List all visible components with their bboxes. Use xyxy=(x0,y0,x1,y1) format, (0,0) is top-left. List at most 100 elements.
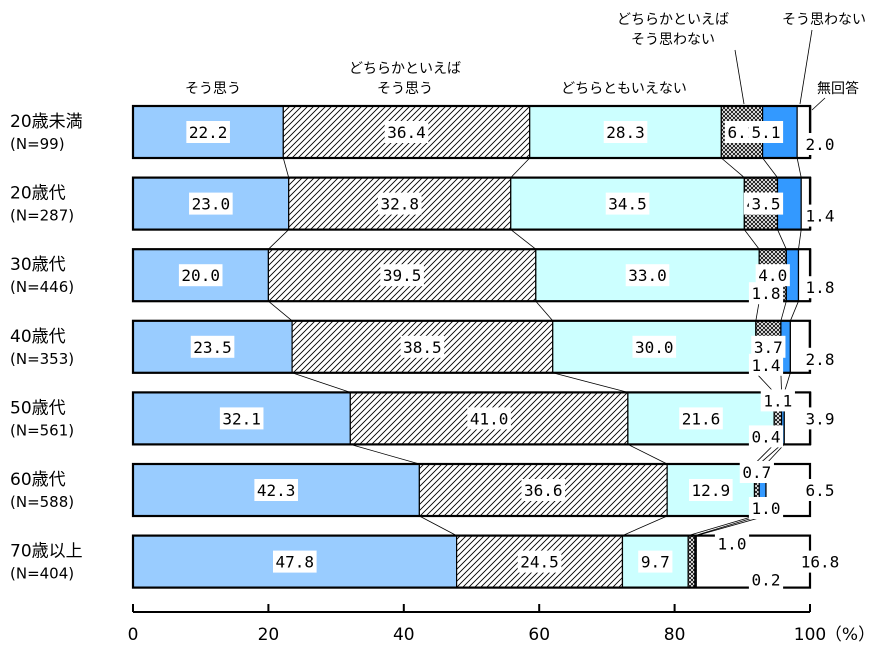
data-label-r3-s2: 30.0 xyxy=(635,338,674,357)
bar-outline-r1 xyxy=(131,176,812,231)
data-label-r2-s1: 39.5 xyxy=(383,266,422,285)
x-tick-label-5: 100 xyxy=(794,625,826,645)
data-label-bg-r6-s1 xyxy=(517,550,562,573)
data-label-r6-s5: 16.8 xyxy=(801,553,840,572)
connector-r4-b4 xyxy=(765,444,785,465)
data-label-r0-s0: 22.2 xyxy=(189,123,228,142)
data-label-r6-s1: 24.5 xyxy=(520,553,559,572)
connector-r0-b2 xyxy=(721,157,745,178)
legend-label-4-line0: そう思わない xyxy=(782,12,866,28)
data-label-r5-s4: 1.0 xyxy=(752,499,781,518)
data-label-r3-s4: 1.4 xyxy=(752,356,781,375)
data-label-bg-r6-s4 xyxy=(748,568,784,591)
bars-layer xyxy=(131,104,812,589)
data-label-r3-s0: 23.5 xyxy=(193,338,232,357)
data-label-bg-r5-s4 xyxy=(748,497,784,519)
data-label-r0-s5: 2.0 xyxy=(806,135,835,154)
data-label-r0-s1: 36.4 xyxy=(387,123,426,142)
x-tick-label-1: 20 xyxy=(258,625,280,645)
data-label-bg-r5-s3 xyxy=(739,461,774,483)
bar-outline-r0 xyxy=(131,104,812,160)
data-label-bg-r6-s2 xyxy=(638,550,673,573)
connector-r5-b2 xyxy=(688,515,755,536)
bar-outline-r2 xyxy=(131,248,812,303)
data-label-r4-s0: 32.1 xyxy=(222,409,261,428)
category-label-r3: 40歳代 xyxy=(10,327,66,347)
category-labels-layer: 20歳未満 (N=99) 20歳代 (N=287) 30歳代 (N=446) 40歳代 (N=… xyxy=(10,112,83,583)
data-label-bg-r0-s2 xyxy=(603,121,648,143)
legend-leader-s4 xyxy=(799,29,813,105)
data-label-r5-s2: 12.9 xyxy=(692,481,731,500)
connector-r0-b3 xyxy=(762,157,778,178)
data-label-r2-s5: 1.8 xyxy=(806,278,835,297)
data-label-bg-r3-s2 xyxy=(632,335,677,358)
data-label-r3-s1: 38.5 xyxy=(403,338,442,357)
connector-r2-b1 xyxy=(535,300,554,322)
data-label-bg-r3-s1 xyxy=(400,335,445,358)
data-label-bg-r3-s4 xyxy=(748,353,784,376)
category-count-r3: (N=353) xyxy=(10,350,74,368)
data-label-bg-r0-s4 xyxy=(748,121,784,143)
x-axis-unit: （%） xyxy=(825,625,875,645)
data-label-bg-r5-s2 xyxy=(689,479,733,501)
data-label-r5-s1: 36.6 xyxy=(524,481,563,500)
connector-r4-b0 xyxy=(350,444,420,465)
data-label-r2-s3: 4.0 xyxy=(758,266,787,285)
data-label-bg-r4-s0 xyxy=(219,407,264,430)
data-label-r6-s0: 47.8 xyxy=(276,553,315,572)
data-label-bg-r4-s2 xyxy=(679,407,723,430)
connector-r5-b4 xyxy=(696,515,767,536)
data-label-bg-r0-s1 xyxy=(384,121,429,143)
data-label-bg-r5-s1 xyxy=(521,479,566,501)
category-count-r2: (N=446) xyxy=(10,278,74,296)
data-label-bg-r2-s4 xyxy=(748,282,784,305)
legend-label-2-line0: どちらともいえない xyxy=(561,81,687,97)
data-label-r1-s4: 3.5 xyxy=(752,195,781,214)
connector-r2-b4 xyxy=(789,301,799,321)
category-label-r5: 60歳代 xyxy=(10,470,66,490)
connector-r1-b2 xyxy=(744,229,760,250)
data-label-r0-s2: 28.3 xyxy=(606,123,645,142)
connector-r3-b4 xyxy=(783,372,791,393)
connector-r1-b3 xyxy=(777,229,787,250)
data-label-bg-r1-s2 xyxy=(605,192,650,215)
data-label-r2-s2: 33.0 xyxy=(628,266,667,285)
data-label-r6-s2: 9.7 xyxy=(641,553,670,572)
connector-r3-b0 xyxy=(291,372,351,393)
category-count-r4: (N=561) xyxy=(10,421,74,439)
data-label-r4-s2: 21.6 xyxy=(682,409,721,428)
legend-leader-s3 xyxy=(734,49,745,105)
data-label-bg-r3-s0 xyxy=(190,335,235,358)
connector-r3-b2 xyxy=(755,372,775,393)
data-label-r1-s0: 23.0 xyxy=(192,195,231,214)
data-label-bg-r6-s0 xyxy=(273,550,317,573)
data-label-bg-r5-s0 xyxy=(254,479,298,501)
bar-outline-r3 xyxy=(131,319,812,374)
data-label-bg-r0-s5 xyxy=(802,133,838,155)
data-label-r4-s1: 41.0 xyxy=(470,409,509,428)
data-label-r4-s5: 3.9 xyxy=(806,409,835,428)
data-label-r2-s4: 1.8 xyxy=(752,284,781,303)
connector-r1-b4 xyxy=(798,229,802,250)
data-label-r6-s3: 1.0 xyxy=(718,535,747,554)
data-label-r4-s3: 1.1 xyxy=(763,391,792,410)
bar-segment-r6-s3 xyxy=(687,534,696,589)
connector-r0-b1 xyxy=(510,157,531,178)
data-label-r0-s4: 5.1 xyxy=(752,123,781,142)
connector-r1-b0 xyxy=(268,229,289,250)
connector-r0-b4 xyxy=(796,157,802,178)
data-labels-layer: 22.236.428.36.15.12.023.032.834.54.93.51… xyxy=(178,121,842,591)
data-label-r5-s0: 42.3 xyxy=(257,481,296,500)
data-label-bg-r2-s0 xyxy=(178,264,223,287)
category-count-r6: (N=404) xyxy=(10,565,74,583)
x-tick-label-4: 80 xyxy=(664,625,686,645)
connector-r4-b1 xyxy=(627,444,668,465)
x-tick-label-3: 60 xyxy=(528,625,550,645)
data-label-bg-r3-s3 xyxy=(751,335,786,358)
connector-r4-b2 xyxy=(754,444,775,465)
legend-label-1-line1: そう思う xyxy=(377,81,433,97)
data-label-bg-r0-s0 xyxy=(186,121,230,143)
connector-r2-b3 xyxy=(780,301,787,321)
data-label-bg-r3-s5 xyxy=(802,347,838,370)
